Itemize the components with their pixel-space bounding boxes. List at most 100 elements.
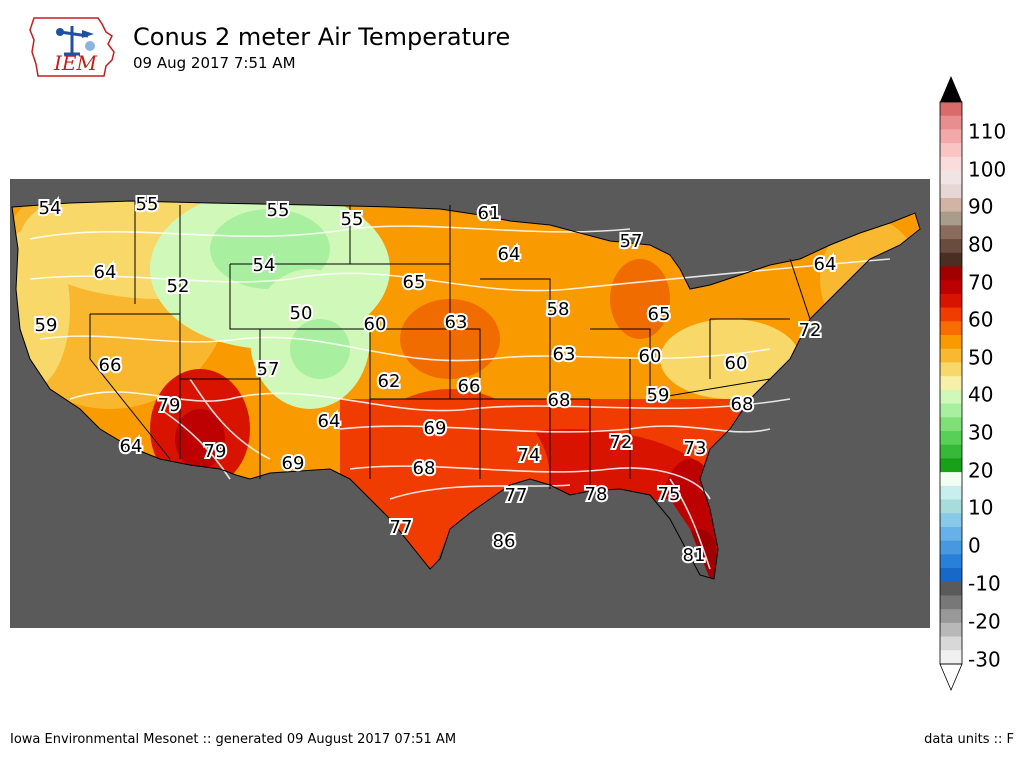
colorbar-block bbox=[940, 499, 962, 514]
temperature-label: 63 bbox=[553, 344, 576, 365]
temperature-label: 79 bbox=[158, 395, 181, 416]
temperature-label: 66 bbox=[458, 376, 481, 397]
temperature-map: 54 55 55 55 61 64 54 52 65 64 57 64 59 5… bbox=[10, 179, 930, 628]
colorbar-tick-labels: 110 100 90 80 70 60 50 40 30 20 10 0 -10… bbox=[968, 120, 1006, 672]
temperature-label: 68 bbox=[413, 458, 436, 479]
colorbar-tick: 0 bbox=[968, 534, 981, 558]
temperature-label: 77 bbox=[505, 485, 528, 506]
temperature-label: 60 bbox=[639, 346, 662, 367]
temperature-label: 50 bbox=[290, 303, 313, 324]
temperature-label: 64 bbox=[120, 436, 143, 457]
temperature-label: 69 bbox=[424, 418, 447, 439]
colorbar-tick: 40 bbox=[968, 383, 993, 407]
colorbar-block bbox=[940, 143, 962, 158]
colorbar-tick: -30 bbox=[968, 648, 1001, 672]
temperature-label: 86 bbox=[493, 531, 516, 552]
colorbar-block bbox=[940, 266, 962, 281]
colorbar-border bbox=[939, 101, 963, 665]
colorbar-block bbox=[940, 170, 962, 185]
temperature-label: 55 bbox=[341, 209, 364, 230]
colorbar-block bbox=[940, 403, 962, 418]
iem-logo: IEM bbox=[29, 17, 115, 77]
colorbar-block bbox=[940, 513, 962, 528]
colorbar-tick: 80 bbox=[968, 233, 993, 257]
temperature-label: 55 bbox=[136, 194, 159, 215]
colorbar-block bbox=[940, 102, 962, 117]
colorbar-block bbox=[940, 211, 962, 226]
temperature-colorbar: 110 100 90 80 70 60 50 40 30 20 10 0 -10… bbox=[939, 76, 1006, 692]
colorbar-block bbox=[940, 335, 962, 350]
colorbar-block bbox=[940, 595, 962, 610]
colorbar-block bbox=[940, 376, 962, 391]
colorbar-block bbox=[940, 239, 962, 254]
map-timestamp: 09 Aug 2017 7:51 AM bbox=[133, 54, 296, 72]
colorbar-block bbox=[940, 307, 962, 322]
temperature-label: 59 bbox=[647, 385, 670, 406]
colorbar-block bbox=[940, 280, 962, 295]
footer-units: data units :: F bbox=[924, 732, 1014, 747]
temperature-label: 74 bbox=[518, 445, 541, 466]
colorbar-tick: 30 bbox=[968, 421, 993, 445]
colorbar-tick: 90 bbox=[968, 195, 993, 219]
colorbar-block bbox=[940, 540, 962, 555]
temperature-label: 58 bbox=[547, 299, 570, 320]
colorbar-block bbox=[940, 444, 962, 459]
colorbar-block bbox=[940, 184, 962, 199]
colorbar-max-arrow bbox=[940, 76, 962, 102]
footer-credit: Iowa Environmental Mesonet :: generated … bbox=[10, 732, 457, 747]
colorbar-tick: 10 bbox=[968, 496, 993, 520]
colorbar-tick: 110 bbox=[968, 120, 1006, 144]
temperature-label: 64 bbox=[498, 244, 521, 265]
temperature-label: 61 bbox=[478, 203, 501, 224]
temperature-label: 75 bbox=[658, 484, 681, 505]
colorbar-block bbox=[940, 321, 962, 336]
temperature-label: 65 bbox=[403, 272, 426, 293]
temperature-label: 60 bbox=[364, 314, 387, 335]
temperature-label: 72 bbox=[610, 432, 633, 453]
temperature-label: 72 bbox=[799, 320, 822, 341]
colorbar-block bbox=[940, 568, 962, 583]
colorbar-block bbox=[940, 581, 962, 597]
colorbar-block bbox=[940, 156, 962, 172]
colorbar-block bbox=[940, 348, 962, 364]
temperature-label: 64 bbox=[814, 254, 837, 275]
temperature-label: 64 bbox=[94, 262, 117, 283]
temperature-label: 57 bbox=[620, 231, 643, 252]
colorbar-block bbox=[940, 472, 962, 487]
colorbar-tick: 60 bbox=[968, 308, 993, 332]
colorbar-tick: -20 bbox=[968, 610, 1001, 634]
map-title: Conus 2 meter Air Temperature bbox=[133, 23, 511, 51]
temperature-label: 57 bbox=[257, 359, 280, 380]
temperature-label: 62 bbox=[378, 371, 401, 392]
state-boundaries bbox=[11, 200, 921, 580]
colorbar-block bbox=[940, 650, 962, 665]
temperature-label: 54 bbox=[39, 198, 62, 219]
colorbar-block bbox=[940, 609, 962, 624]
temperature-label: 65 bbox=[648, 304, 671, 325]
temperature-label: 66 bbox=[99, 355, 122, 376]
colorbar-tick: 100 bbox=[968, 158, 1006, 182]
colorbar-block bbox=[940, 622, 962, 638]
temperature-label: 64 bbox=[318, 411, 341, 432]
colorbar-block bbox=[940, 362, 962, 377]
temperature-label: 59 bbox=[35, 315, 58, 336]
colorbar-block bbox=[940, 252, 962, 268]
colorbar-block bbox=[940, 225, 962, 240]
colorbar-block bbox=[940, 485, 962, 501]
temperature-label: 69 bbox=[282, 453, 305, 474]
isotherm-lines bbox=[29, 225, 891, 570]
colorbar-block bbox=[940, 115, 962, 131]
colorbar-tick: -10 bbox=[968, 572, 1001, 596]
colorbar-min-arrow bbox=[939, 663, 963, 692]
temperature-labels: 54 55 55 55 61 64 54 52 65 64 57 64 59 5… bbox=[33, 192, 839, 568]
temperature-label: 68 bbox=[731, 394, 754, 415]
temperature-label: 60 bbox=[725, 353, 748, 374]
temperature-label: 54 bbox=[253, 255, 276, 276]
colorbar-blocks bbox=[939, 76, 963, 692]
colorbar-tick: 20 bbox=[968, 459, 993, 483]
colorbar-block bbox=[940, 293, 962, 309]
colorbar-block bbox=[940, 458, 962, 473]
colorbar-block bbox=[940, 636, 962, 651]
colorbar-tick: 50 bbox=[968, 346, 993, 370]
colorbar-block bbox=[940, 417, 962, 432]
